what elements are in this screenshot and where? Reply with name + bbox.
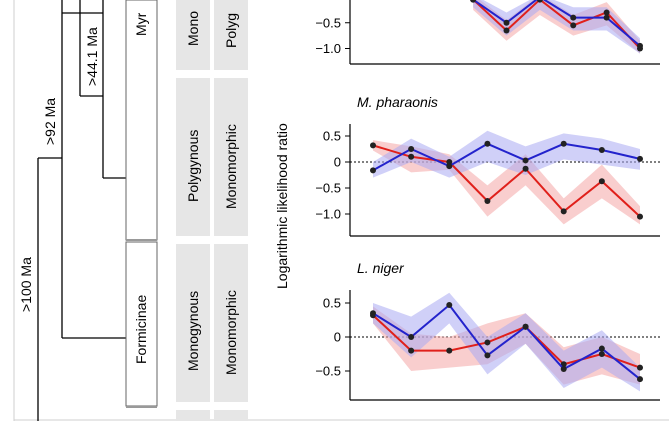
y-tick-label: −0.5 — [315, 364, 341, 379]
blue-data-point — [603, 14, 610, 21]
blue-data-point — [370, 310, 376, 317]
panel-title: L. niger — [357, 260, 405, 276]
chart-panel: −0.5 −1.0 — [315, 0, 660, 65]
trait-box — [214, 78, 248, 236]
phylogeny-tree — [37, 0, 126, 421]
blue-data-point — [522, 323, 529, 330]
trait-box — [176, 244, 210, 402]
red-series-line — [372, 144, 641, 218]
red-data-point — [560, 361, 567, 368]
blue-data-point — [560, 365, 567, 372]
trait-label: Polyg — [223, 13, 239, 48]
blue-data-point — [637, 42, 643, 49]
blue-data-point — [370, 167, 376, 174]
trait-box — [214, 0, 248, 70]
age-label-92: >92 Ma — [42, 98, 58, 145]
chart-panels: −0.5 −1.0 0.5 0 −0.5 −1.0 M. pharaonis 0.5 0 −0.5… — [315, 0, 660, 401]
red-data-point — [570, 22, 577, 29]
blue-data-point — [570, 14, 577, 21]
red-data-point — [503, 27, 510, 34]
y-axis-label: Logarithmic likelihood ratio — [274, 123, 290, 289]
red-data-point — [484, 198, 491, 204]
y-tick-label: 0.5 — [323, 129, 341, 144]
y-tick-label: −1.0 — [315, 41, 341, 56]
blue-data-point — [522, 157, 529, 164]
red-data-point — [536, 0, 543, 3]
red-data-point — [484, 339, 491, 346]
y-tick-label: −0.5 — [315, 181, 341, 196]
subfamily-box-myrmicinae — [125, 0, 158, 241]
red-data-point — [603, 9, 610, 16]
y-tick-label: 0 — [334, 155, 341, 170]
trait-label: Monogynous — [185, 291, 201, 371]
blue-data-point — [470, 0, 477, 3]
trait-box — [214, 410, 248, 421]
blue-data-point — [408, 146, 415, 152]
age-label-100: >100 Ma — [18, 257, 34, 312]
red-data-point — [446, 347, 453, 354]
chart-panel: 0.5 0 −0.5 L. niger — [315, 260, 660, 401]
y-tick-label: −1.0 — [315, 207, 341, 222]
y-tick-label: −0.5 — [315, 15, 341, 30]
trait-label: Mono — [185, 11, 201, 46]
trait-label: Monomorphic — [223, 124, 239, 209]
trait-box — [214, 244, 248, 402]
y-tick-label: 0 — [334, 330, 341, 345]
subfamily-label-formicinae: Formicinae — [133, 295, 149, 364]
trait-label: Monomorphic — [223, 290, 239, 375]
blue-confidence-band — [373, 130, 640, 178]
red-series-line — [372, 314, 641, 369]
subfamily-label-myr: Myr — [133, 12, 149, 36]
chart-panel: 0.5 0 −0.5 −1.0 M. pharaonis — [315, 94, 660, 237]
blue-data-point — [598, 345, 605, 352]
blue-data-point — [446, 163, 453, 170]
red-data-point — [560, 208, 567, 215]
trait-label: Polygynous — [185, 130, 201, 202]
red-data-point — [598, 351, 605, 357]
blue-confidence-band — [473, 0, 640, 54]
red-data-point — [370, 142, 376, 149]
red-data-point — [522, 165, 529, 172]
y-tick-label: 0.5 — [323, 296, 341, 311]
trait-boxes — [176, 0, 248, 421]
blue-data-point — [446, 302, 453, 309]
panel-title: M. pharaonis — [357, 94, 438, 110]
blue-data-point — [503, 19, 510, 26]
red-data-point — [598, 178, 605, 185]
trait-box — [176, 78, 210, 236]
blue-data-point — [637, 155, 643, 162]
red-data-point — [408, 153, 415, 160]
blue-series-line — [372, 303, 641, 380]
red-data-point — [637, 213, 643, 220]
age-label-44: >44.1 Ma — [84, 27, 100, 86]
blue-series-line — [372, 142, 641, 172]
red-data-point — [408, 347, 415, 354]
trait-box — [176, 410, 210, 421]
blue-data-point — [560, 140, 567, 147]
blue-data-point — [484, 140, 491, 147]
blue-data-point — [598, 147, 605, 154]
blue-data-point — [484, 352, 491, 359]
red-data-point — [637, 364, 643, 371]
red-data-point — [446, 159, 453, 165]
blue-data-point — [408, 334, 415, 340]
blue-series-line — [472, 0, 641, 47]
red-series-line — [472, 0, 641, 50]
blue-data-point — [637, 376, 643, 383]
trait-box — [176, 0, 210, 70]
